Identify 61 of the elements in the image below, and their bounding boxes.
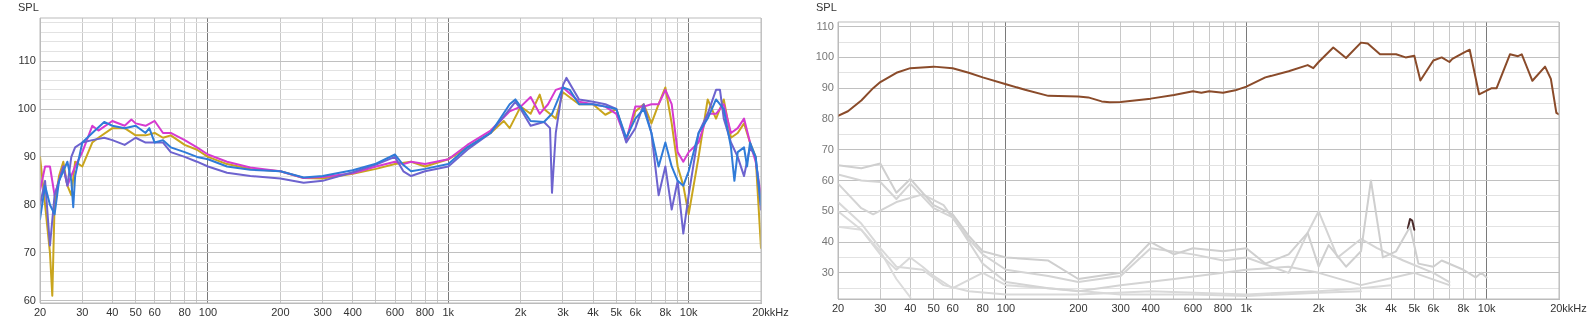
y-tick-label: 40 (821, 235, 834, 248)
x-axis-title: kHz (1567, 301, 1587, 314)
x-tick-label: 600 (385, 305, 405, 318)
x-tick-label: 30 (874, 301, 887, 314)
x-tick-label: 10k (1477, 301, 1497, 314)
x-tick-label: 60 (946, 301, 959, 314)
x-tick-label: 1k (442, 305, 455, 318)
x-tick-label: 80 (178, 305, 191, 318)
x-tick-label: 1k (1240, 301, 1253, 314)
x-tick-label: 400 (343, 305, 362, 318)
x-tick-label: 20 (831, 301, 845, 314)
x-tick-label: 2k (1312, 301, 1325, 314)
x-tick-label: 50 (927, 301, 940, 314)
x-tick-label: 6k (1427, 301, 1440, 314)
y-tick-label: 60 (821, 173, 834, 186)
x-tick-label: 10k (679, 305, 699, 318)
y-tick-label: 60 (23, 293, 36, 306)
x-tick-label: 400 (1141, 301, 1160, 314)
y-axis-title: SPL (18, 0, 39, 13)
y-axis-title: SPL (816, 0, 837, 13)
y-tick-label: 110 (816, 19, 834, 32)
x-tick-label: 200 (1069, 301, 1088, 314)
x-tick-label: 300 (1111, 301, 1130, 314)
y-tick-label: 50 (821, 204, 834, 217)
y-tick-label: 100 (815, 50, 834, 63)
x-tick-label: 5k (610, 305, 623, 318)
x-tick-label: 2k (514, 305, 527, 318)
x-tick-label: 4k (587, 305, 600, 318)
x-tick-label: 60 (148, 305, 161, 318)
x-tick-label: 20 (33, 305, 47, 318)
x-tick-label: 200 (271, 305, 290, 318)
y-tick-label: 80 (821, 111, 834, 124)
y-tick-label: 80 (23, 197, 36, 210)
x-tick-label: 80 (976, 301, 989, 314)
y-tick-label: 110 (18, 54, 36, 67)
x-tick-label: 800 (415, 305, 435, 318)
x-tick-label: 50 (129, 305, 142, 318)
y-tick-label: 100 (17, 102, 36, 115)
y-tick-label: 70 (821, 142, 834, 155)
y-tick-label: 70 (23, 245, 36, 258)
x-tick-label: 8k (1457, 301, 1470, 314)
x-tick-label: 4k (1385, 301, 1398, 314)
x-tick-label: 20k (1550, 301, 1569, 314)
y-tick-label: 90 (23, 149, 36, 162)
x-tick-label: 3k (1355, 301, 1368, 314)
x-tick-label: 8k (659, 305, 672, 318)
x-tick-label: 100 (198, 305, 218, 318)
x-tick-label: 40 (106, 305, 119, 318)
x-tick-label: 3k (557, 305, 570, 318)
x-tick-label: 5k (1408, 301, 1421, 314)
x-tick-label: 6k (629, 305, 642, 318)
x-tick-label: 800 (1213, 301, 1233, 314)
x-tick-label: 600 (1183, 301, 1203, 314)
x-tick-label: 300 (313, 305, 332, 318)
x-tick-label: 100 (996, 301, 1016, 314)
x-tick-label: 30 (76, 305, 89, 318)
y-tick-label: 90 (821, 81, 834, 94)
y-tick-label: 30 (821, 265, 834, 278)
x-axis-title: kHz (769, 305, 789, 318)
x-tick-label: 20k (752, 305, 771, 318)
x-tick-label: 40 (904, 301, 917, 314)
